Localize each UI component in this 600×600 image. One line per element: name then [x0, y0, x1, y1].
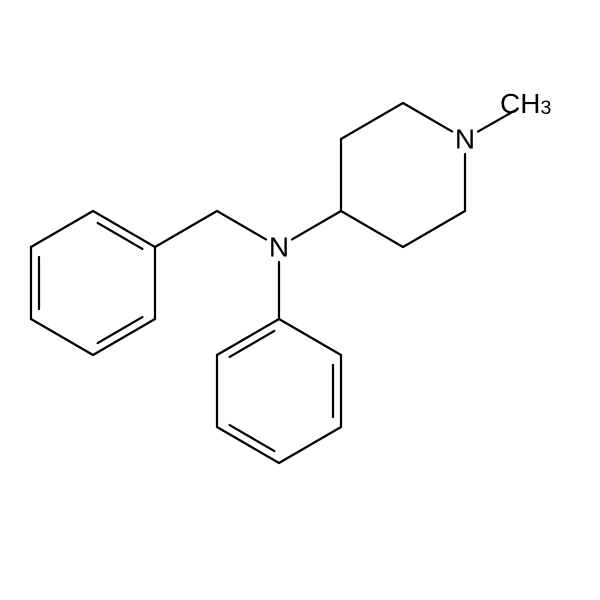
bond-line [217, 211, 266, 239]
bond-line [292, 211, 341, 239]
bond-line [341, 103, 403, 139]
bond-line [31, 211, 93, 247]
bond-line [279, 319, 341, 355]
bond-line [155, 211, 217, 247]
molecule-diagram: N N CH3 [0, 0, 600, 600]
bond-line [217, 319, 279, 355]
bond-line [403, 211, 465, 247]
atom-label: N [455, 124, 475, 155]
atom-label: CH3 [500, 88, 551, 120]
bond-line [279, 427, 341, 463]
bond-line [31, 319, 93, 355]
bond-line [403, 103, 452, 131]
bond-line [217, 427, 279, 463]
atom-label: N [269, 232, 289, 263]
bond-line [93, 211, 155, 247]
bond-line [93, 319, 155, 355]
bond-line [341, 211, 403, 247]
